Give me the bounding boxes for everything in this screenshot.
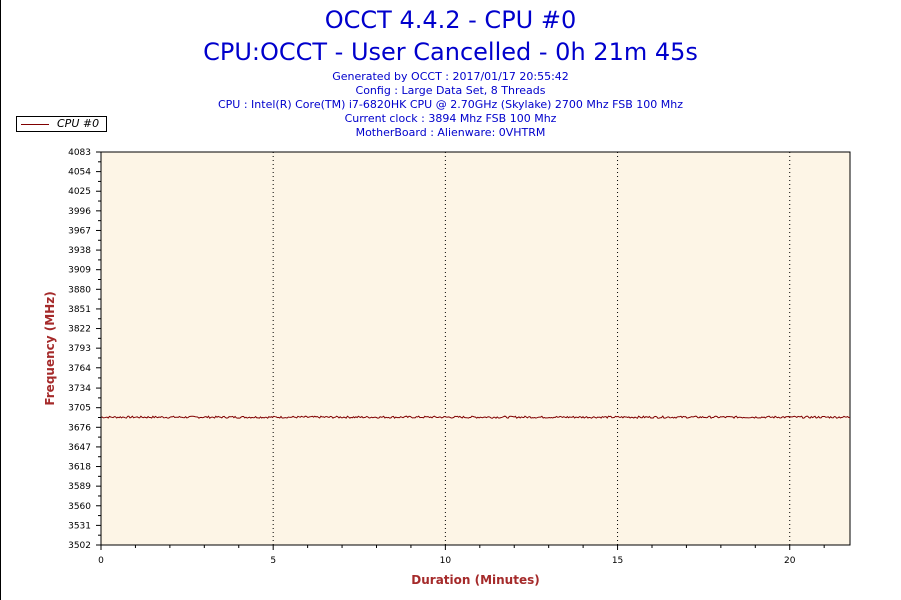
y-tick-label: 3531	[68, 521, 91, 531]
x-tick-label: 5	[270, 556, 276, 566]
window-border	[0, 0, 1, 600]
chart-subtitle: CPU:OCCT - User Cancelled - 0h 21m 45s	[203, 38, 698, 66]
x-tick-label: 15	[612, 556, 623, 566]
y-tick-label: 3822	[68, 325, 91, 335]
y-tick-label: 3705	[68, 404, 91, 414]
plot-area	[100, 151, 851, 546]
grid-lines	[272, 152, 791, 545]
info-generated: Generated by OCCT : 2017/01/17 20:55:42	[332, 70, 569, 83]
legend-label-cpu0: CPU #0	[57, 117, 100, 130]
y-tick-label: 3560	[68, 502, 91, 512]
info-current-clock: Current clock : 3894 Mhz FSB 100 Mhz	[344, 112, 557, 125]
y-tick-label: 4054	[68, 168, 91, 178]
y-tick-label: 3909	[68, 266, 91, 276]
y-tick-label: 3618	[68, 463, 91, 473]
y-tick-label: 3502	[68, 541, 91, 551]
x-tick-label: 10	[440, 556, 452, 566]
y-tick-label: 3851	[68, 305, 91, 315]
y-tick-label: 4025	[68, 187, 91, 197]
y-tick-label: 3647	[68, 443, 91, 453]
y-tick-label: 3996	[68, 207, 91, 217]
y-axis-ticks: 3502 3531 3560 3589 3618 3647 3676 3705 3734 3764…	[68, 148, 101, 551]
chart-title: OCCT 4.4.2 - CPU #0	[324, 6, 577, 34]
y-tick-label: 3938	[68, 246, 91, 256]
y-tick-label: 3880	[68, 285, 91, 295]
x-tick-label: 0	[98, 556, 104, 566]
y-tick-label: 3967	[68, 226, 91, 236]
legend-swatch-cpu0	[21, 124, 49, 125]
y-axis-title: Frequency (MHz)	[43, 291, 57, 405]
y-tick-label: 3734	[68, 384, 91, 394]
y-tick-label: 3793	[68, 344, 91, 354]
y-tick-label: 3676	[68, 423, 91, 433]
x-axis-title: Duration (Minutes)	[411, 573, 539, 587]
y-tick-label: 4083	[68, 148, 91, 158]
y-tick-label: 3764	[68, 364, 91, 374]
series-line-cpu0	[100, 415, 851, 419]
info-config: Config : Large Data Set, 8 Threads	[355, 84, 546, 97]
legend: CPU #0	[16, 116, 107, 132]
x-axis-ticks: 0 5 10 15 20	[98, 545, 825, 566]
info-motherboard: MotherBoard : Alienware: 0VHTRM	[355, 126, 546, 139]
x-tick-label: 20	[784, 556, 796, 566]
y-tick-label: 3589	[68, 482, 91, 492]
info-cpu: CPU : Intel(R) Core(TM) i7-6820HK CPU @ …	[217, 98, 683, 111]
